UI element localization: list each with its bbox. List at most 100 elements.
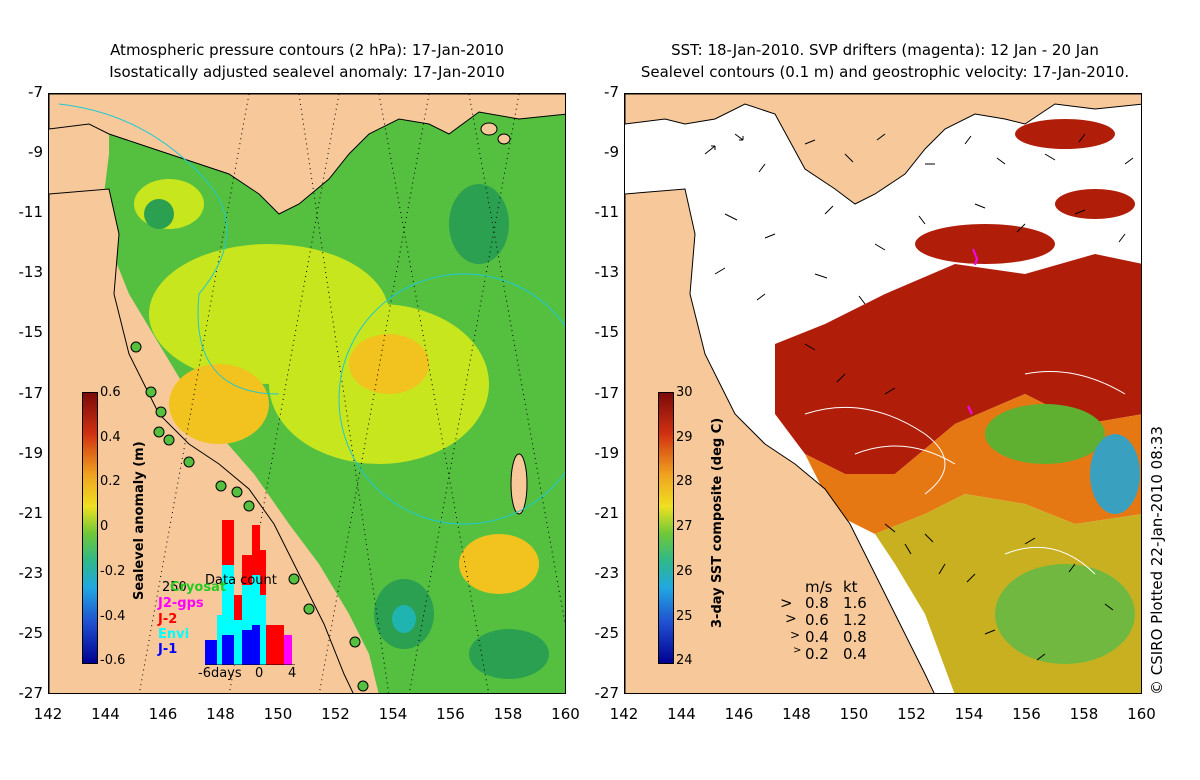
velocity-legend-kt: 1.6: [843, 594, 867, 612]
colorbar-tick: -0.2: [100, 564, 126, 579]
lat-tick: -21: [18, 503, 44, 522]
sst-colorbar-tick: 29: [676, 430, 693, 445]
lat-tick: -9: [604, 143, 619, 162]
australia-coast: [49, 188, 354, 693]
velocity-legend-ms: 0.2: [805, 645, 829, 663]
colorbar-tick: 0: [100, 519, 109, 534]
velocity-legend-ms: 0.4: [805, 628, 829, 646]
anomaly-peak: [349, 334, 429, 394]
lon-tick: 152: [897, 705, 926, 723]
colorbar-label: Sealevel anomaly (m): [132, 441, 147, 600]
legend-j2gps: J2-gps: [158, 596, 204, 611]
right-title-line2: Sealevel contours (0.1 m) and geostrophi…: [640, 63, 1130, 81]
data-count-max: 250: [162, 580, 187, 595]
lat-tick: -15: [18, 323, 44, 342]
data-count-title: Data count: [205, 573, 277, 588]
lon-tick: 150: [263, 705, 293, 723]
sst-cyan-patch: [1090, 434, 1140, 514]
lon-tick: 144: [91, 705, 120, 723]
velocity-legend-arrow: >: [780, 594, 793, 612]
lon-tick: 154: [954, 705, 984, 723]
lon-tick: 146: [148, 705, 178, 723]
lat-tick: -23: [594, 563, 620, 582]
sst-colorbar-tick: 25: [676, 609, 693, 624]
legend-cryosat: Cryosat: [170, 580, 227, 595]
lat-tick: -27: [594, 684, 620, 702]
lon-tick: 146: [724, 705, 754, 723]
anomaly-peak: [459, 534, 539, 594]
lat-tick: -11: [594, 203, 620, 222]
sst-warm-patch: [1015, 119, 1115, 149]
lon-tick: 142: [33, 705, 63, 723]
sst-map: [625, 94, 1141, 693]
lat-tick: -9: [28, 143, 43, 162]
sealevel-anomaly-map: [49, 94, 565, 693]
colorbar-tick: -0.4: [100, 609, 126, 624]
lon-tick: 160: [1127, 705, 1156, 723]
legend-envi: Envi: [158, 627, 190, 642]
histogram-bars: [205, 520, 292, 665]
velocity-legend-header-ms: m/s: [805, 578, 833, 596]
colorbar-tick: 0.6: [100, 385, 121, 400]
lat-tick: -19: [18, 443, 44, 462]
sst-colorbar-tick: 24: [676, 653, 693, 668]
sealevel-colorbar: [82, 392, 98, 664]
anomaly-low: [392, 605, 416, 633]
lat-tick: -13: [594, 263, 620, 282]
velocity-legend-kt: 0.8: [843, 628, 867, 646]
right-map-panel: [624, 93, 1142, 694]
lat-tick: -17: [18, 383, 44, 402]
anomaly-low: [449, 184, 509, 264]
velocity-legend-arrow: >: [785, 611, 797, 627]
legend-j2: J-2: [158, 612, 178, 627]
lon-tick: 156: [436, 705, 465, 723]
sst-colorbar-tick: 30: [676, 385, 693, 400]
lat-tick: -7: [28, 83, 43, 101]
velocity-legend-arrow: >: [790, 628, 801, 642]
sst-warm-patch: [1055, 189, 1135, 219]
sst-warm-patch: [915, 224, 1055, 264]
colorbar-tick: 0.2: [100, 474, 121, 489]
lat-tick: -21: [594, 503, 620, 522]
island: [497, 133, 511, 145]
sst-colorbar-tick: 28: [676, 474, 693, 489]
png-landmass: [625, 94, 1141, 205]
island: [480, 122, 498, 136]
lat-tick: -19: [594, 443, 620, 462]
lon-tick: 148: [782, 705, 811, 723]
anomaly-low: [144, 199, 174, 229]
lon-tick: 152: [321, 705, 350, 723]
velocity-legend-kt: 1.2: [843, 611, 867, 629]
sealevel-contours: [804, 371, 1126, 575]
satellite-ground-tracks: [138, 94, 565, 693]
velocity-legend-header-kt: kt: [843, 578, 858, 596]
left-map-panel: [48, 93, 566, 694]
sst-warm-zone: [775, 254, 1141, 474]
anomaly-low: [469, 629, 549, 679]
lon-tick: 156: [1012, 705, 1041, 723]
colorbar-tick: -0.6: [100, 653, 126, 668]
lat-tick: -13: [18, 263, 44, 282]
lat-tick: -25: [594, 623, 620, 642]
right-title-line1: SST: 18-Jan-2010. SVP drifters (magenta)…: [671, 41, 1099, 59]
lat-tick: -11: [18, 203, 44, 222]
lat-tick: -7: [604, 83, 619, 101]
lon-tick: 150: [839, 705, 869, 723]
lon-tick: 142: [609, 705, 639, 723]
colorbar-tick: 0.4: [100, 430, 121, 445]
lon-tick: 154: [378, 705, 408, 723]
sst-colorbar-label: 3-day SST composite (deg C): [710, 417, 725, 628]
left-title-line1: Atmospheric pressure contours (2 hPa): 1…: [110, 41, 504, 59]
lon-tick: 144: [667, 705, 696, 723]
lon-tick: 160: [551, 705, 580, 723]
velocity-legend-kt: 0.4: [843, 645, 867, 663]
sst-colorbar: [658, 392, 674, 664]
new-caledonia: [510, 453, 528, 515]
pressure-contour: [338, 273, 565, 525]
lat-tick: -17: [594, 383, 620, 402]
lon-tick: 148: [206, 705, 235, 723]
svp-drifter-tracks: [967, 248, 979, 415]
sst-colorbar-tick: 27: [676, 519, 693, 534]
data-count-xtick: -6days: [198, 666, 242, 681]
data-count-histogram: [205, 515, 295, 666]
